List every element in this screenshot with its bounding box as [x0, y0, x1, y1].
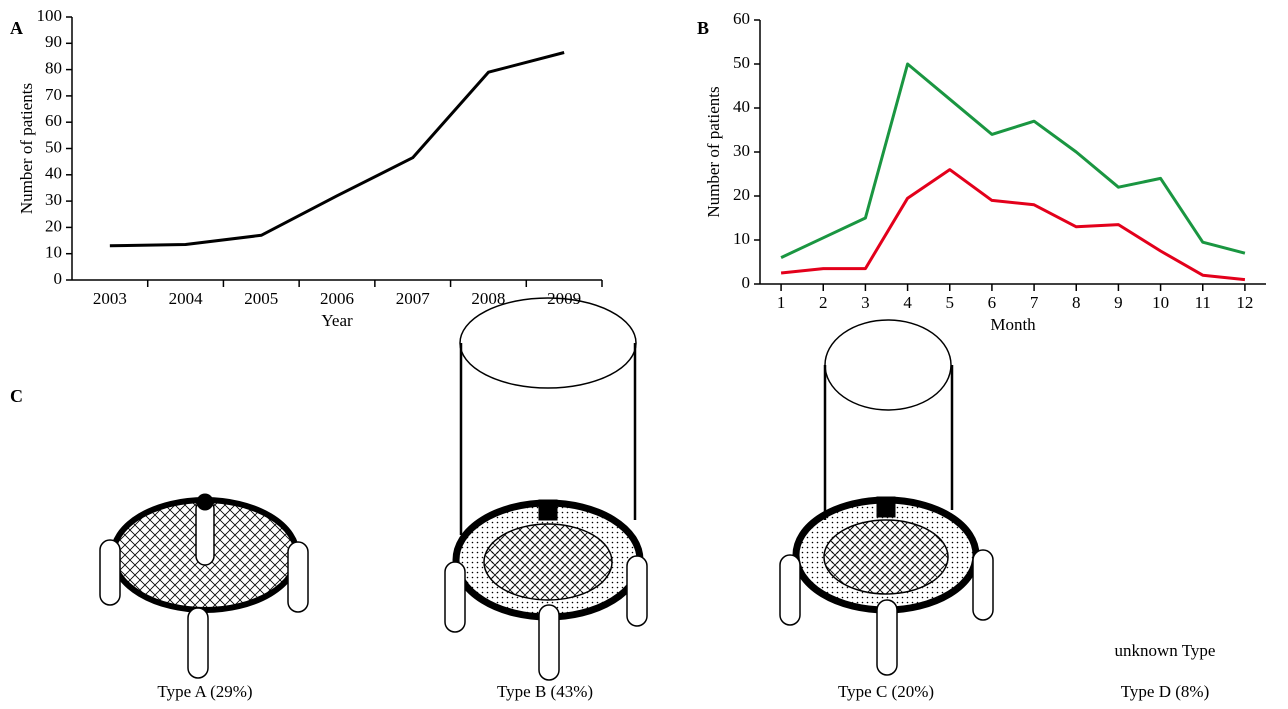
type-label: Type D (8%): [1121, 682, 1210, 701]
x-tick-label: 10: [1152, 293, 1169, 312]
y-tick-label: 60: [45, 111, 62, 130]
type-label: Type A (29%): [157, 682, 252, 701]
y-tick-label: 0: [742, 273, 751, 292]
x-tick-label: 11: [1195, 293, 1211, 312]
x-tick-label: 8: [1072, 293, 1081, 312]
y-tick-label: 80: [45, 59, 62, 78]
x-tick-label: 5: [946, 293, 955, 312]
x-tick-label: 1: [777, 293, 786, 312]
type-label: Type B (43%): [497, 682, 593, 701]
x-tick-label: 2009: [547, 289, 581, 308]
trampoline-b: [444, 297, 648, 681]
y-tick-label: 30: [733, 141, 750, 160]
y-tick-label: 10: [45, 243, 62, 262]
data-line: [780, 168, 1246, 282]
x-tick-label: 2004: [169, 289, 204, 308]
y-tick-label: 60: [733, 9, 750, 28]
y-tick-label: 70: [45, 85, 62, 104]
trampoline-c: [779, 319, 994, 676]
panel-label: A: [10, 18, 23, 38]
panel-label: C: [10, 386, 23, 406]
data-line: [109, 51, 565, 248]
x-tick-label: 2005: [244, 289, 278, 308]
x-axis-label: Month: [990, 315, 1036, 334]
x-tick-label: 9: [1114, 293, 1123, 312]
y-tick-label: 0: [54, 269, 63, 288]
y-tick-label: 90: [45, 32, 62, 51]
unknown-note: unknown Type: [1115, 641, 1216, 660]
x-tick-label: 2: [819, 293, 828, 312]
y-tick-label: 20: [45, 216, 62, 235]
y-tick-label: 20: [733, 185, 750, 204]
y-tick-label: 40: [733, 97, 750, 116]
x-tick-label: 2007: [396, 289, 431, 308]
x-tick-label: 12: [1236, 293, 1253, 312]
y-axis-label: Number of patients: [704, 86, 723, 217]
y-tick-label: 30: [45, 190, 62, 209]
x-tick-label: 3: [861, 293, 870, 312]
y-tick-label: 40: [45, 164, 62, 183]
x-tick-label: 4: [903, 293, 912, 312]
x-tick-label: 6: [988, 293, 997, 312]
y-tick-label: 50: [733, 53, 750, 72]
y-tick-label: 100: [37, 6, 63, 25]
y-tick-label: 10: [733, 229, 750, 248]
y-tick-label: 50: [45, 137, 62, 156]
y-axis-label: Number of patients: [17, 83, 36, 214]
panel-label: B: [697, 18, 709, 38]
x-tick-label: 7: [1030, 293, 1039, 312]
x-axis-label: Year: [321, 311, 353, 330]
trampoline-a: [99, 493, 309, 679]
data-line: [780, 62, 1246, 259]
x-tick-label: 2003: [93, 289, 127, 308]
type-label: Type C (20%): [838, 682, 934, 701]
x-tick-label: 2006: [320, 289, 354, 308]
x-tick-label: 2008: [471, 289, 505, 308]
